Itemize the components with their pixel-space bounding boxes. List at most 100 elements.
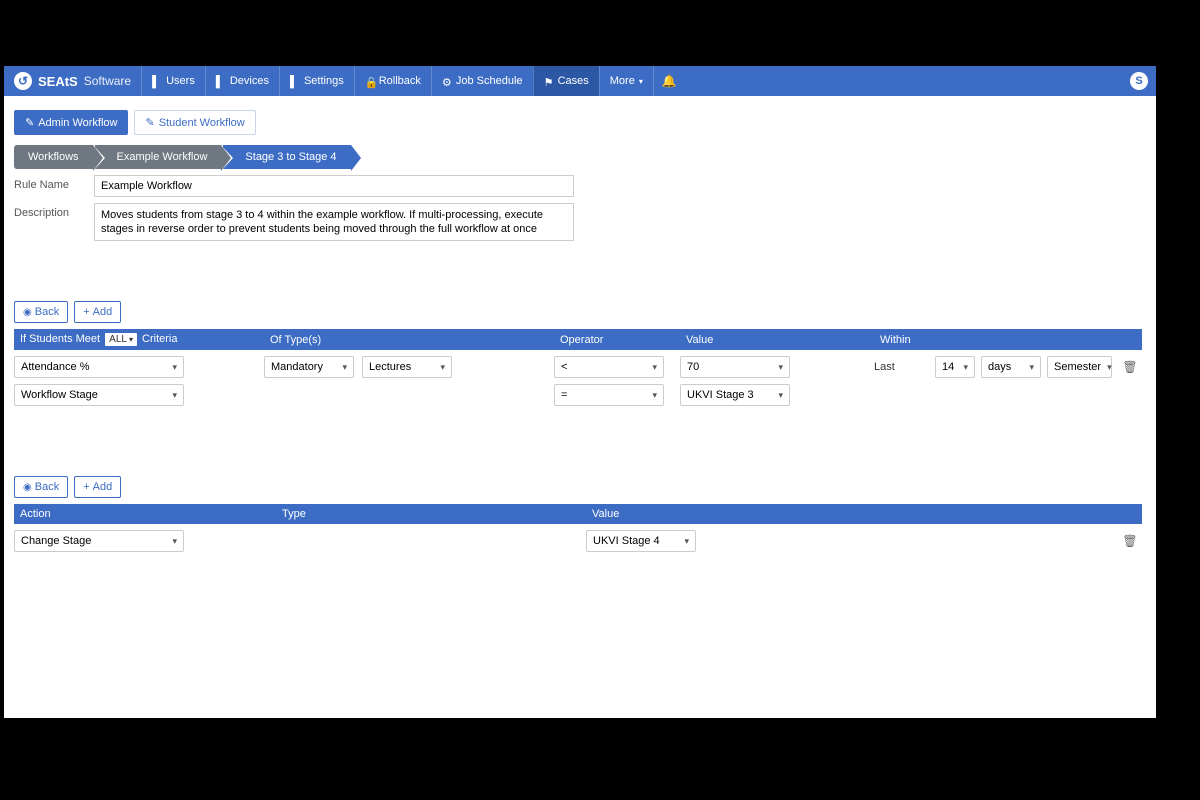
devices-icon: ▌ bbox=[216, 76, 226, 86]
breadcrumb-stage-3-4[interactable]: Stage 3 to Stage 4 bbox=[223, 145, 350, 169]
caret-down-icon: ▾ bbox=[778, 390, 783, 401]
workflow-tabs: ✎Admin Workflow ✎Student Workflow bbox=[14, 110, 1142, 135]
flag-icon: ⚑ bbox=[544, 76, 554, 86]
nav-users-label: Users bbox=[166, 75, 195, 87]
op-value: = bbox=[561, 389, 567, 401]
rule-name-label: Rule Name bbox=[14, 175, 94, 191]
trash-icon: 🗑 bbox=[1122, 360, 1137, 374]
nav-job-schedule[interactable]: ⚙ Job Schedule bbox=[431, 66, 533, 96]
nav-left: ↺ SEAtS Software ▌Users ▌Devices ▌Settin… bbox=[12, 66, 685, 96]
nav-more-label: More bbox=[610, 75, 635, 87]
criteria-op-select[interactable]: <▾ bbox=[554, 356, 664, 378]
nav-right: S bbox=[1130, 72, 1148, 90]
nav-devices[interactable]: ▌Devices bbox=[205, 66, 279, 96]
brand-name-bold: SEAtS bbox=[38, 74, 78, 89]
within-scope-value: Semester bbox=[1054, 361, 1101, 373]
nav-rollback-label: Rollback bbox=[379, 75, 421, 87]
description-label: Description bbox=[14, 203, 94, 219]
back-label: Back bbox=[35, 481, 59, 493]
nav-rollback[interactable]: 🔒 Rollback bbox=[354, 66, 431, 96]
nav-job-schedule-label: Job Schedule bbox=[456, 75, 523, 87]
criteria-row: Workflow Stage▾ =▾ UKVI Stage 3▾ bbox=[14, 384, 1142, 406]
caret-down-icon: ▾ bbox=[778, 362, 783, 373]
criteria-all-label: ALL bbox=[109, 334, 127, 345]
action-select[interactable]: Change Stage▾ bbox=[14, 530, 184, 552]
within-number-select[interactable]: 14 ▾ bbox=[935, 356, 975, 378]
caret-down-icon: ▾ bbox=[440, 362, 445, 373]
back-label: Back bbox=[35, 306, 59, 318]
criteria-back-button[interactable]: ◉Back bbox=[14, 301, 68, 323]
caret-down-icon: ▾ bbox=[172, 362, 177, 373]
nav-settings-label: Settings bbox=[304, 75, 344, 87]
actions-buttons: ◉Back +Add bbox=[14, 476, 1142, 498]
criteria-type-a-select[interactable]: Mandatory▾ bbox=[264, 356, 354, 378]
caret-down-icon: ▾ bbox=[342, 362, 347, 373]
brand[interactable]: ↺ SEAtS Software bbox=[12, 66, 141, 96]
criteria-val-select[interactable]: 70 ▾ bbox=[680, 356, 790, 378]
nav-cases[interactable]: ⚑Cases bbox=[533, 66, 599, 96]
nav-notifications[interactable]: 🔔 bbox=[653, 66, 685, 96]
criteria-op-head: Operator bbox=[560, 334, 686, 346]
actions-header: Action Type Value bbox=[14, 504, 1142, 524]
lock-icon: 🔒 bbox=[365, 76, 375, 86]
page-content: ✎Admin Workflow ✎Student Workflow Workfl… bbox=[4, 96, 1156, 572]
criteria-head-cell: If Students Meet ALL▾ Criteria bbox=[20, 333, 270, 346]
caret-down-icon: ▾ bbox=[652, 390, 657, 401]
criteria-val-select[interactable]: UKVI Stage 3▾ bbox=[680, 384, 790, 406]
within-unit-select[interactable]: days▾ bbox=[981, 356, 1041, 378]
actions-head-value: Value bbox=[592, 508, 1136, 520]
actions-head-action: Action bbox=[20, 508, 282, 520]
criteria-add-button[interactable]: + Add bbox=[74, 301, 121, 323]
criteria-type-b-select[interactable]: Lectures▾ bbox=[362, 356, 452, 378]
nav-more[interactable]: More▾ bbox=[599, 66, 653, 96]
description-row: Description bbox=[14, 203, 1142, 241]
criteria-all-select[interactable]: ALL▾ bbox=[105, 333, 137, 346]
criteria-buttons: ◉Back + Add bbox=[14, 301, 1142, 323]
criteria-body: Attendance %▾ Mandatory▾ Lectures▾ <▾ 70… bbox=[14, 350, 1142, 416]
edit-icon: ✎ bbox=[145, 116, 154, 129]
add-label: Add bbox=[93, 481, 113, 493]
val-value: 70 bbox=[687, 361, 699, 373]
user-avatar[interactable]: S bbox=[1130, 72, 1148, 90]
breadcrumb-workflows[interactable]: Workflows bbox=[14, 145, 93, 169]
within-n-value: 14 bbox=[942, 361, 954, 373]
top-navbar: ↺ SEAtS Software ▌Users ▌Devices ▌Settin… bbox=[4, 66, 1156, 96]
delete-row-button[interactable]: 🗑 bbox=[1122, 360, 1137, 374]
within-scope-select[interactable]: Semester▾ bbox=[1047, 356, 1112, 378]
caret-down-icon: ▾ bbox=[172, 390, 177, 401]
gears-icon: ⚙ bbox=[442, 76, 452, 86]
tab-student-workflow[interactable]: ✎Student Workflow bbox=[134, 110, 255, 135]
criteria-field-value: Workflow Stage bbox=[21, 389, 98, 401]
criteria-op-select[interactable]: =▾ bbox=[554, 384, 664, 406]
app-window: ↺ SEAtS Software ▌Users ▌Devices ▌Settin… bbox=[4, 66, 1156, 718]
action-value-select[interactable]: UKVI Stage 4▾ bbox=[586, 530, 696, 552]
action-row: Change Stage▾ UKVI Stage 4▾ 🗑 bbox=[14, 530, 1142, 552]
nav-users[interactable]: ▌Users bbox=[141, 66, 205, 96]
criteria-header: If Students Meet ALL▾ Criteria Of Type(s… bbox=[14, 329, 1142, 350]
plus-icon: + bbox=[83, 306, 89, 318]
criteria-field-select[interactable]: Workflow Stage ▾ bbox=[14, 384, 184, 406]
description-input[interactable] bbox=[94, 203, 574, 241]
tab-admin-workflow[interactable]: ✎Admin Workflow bbox=[14, 110, 128, 135]
tab-admin-label: Admin Workflow bbox=[38, 117, 117, 129]
delete-action-button[interactable]: 🗑 bbox=[1122, 534, 1137, 548]
breadcrumb: Workflows Example Workflow Stage 3 to St… bbox=[14, 145, 1142, 169]
criteria-head-suffix: Criteria bbox=[142, 333, 177, 345]
criteria-val-head: Value bbox=[686, 334, 880, 346]
actions-add-button[interactable]: +Add bbox=[74, 476, 121, 498]
criteria-within-head: Within bbox=[880, 334, 1136, 346]
add-label: Add bbox=[93, 306, 113, 318]
rule-name-input[interactable] bbox=[94, 175, 574, 197]
criteria-field-select[interactable]: Attendance %▾ bbox=[14, 356, 184, 378]
nav-settings[interactable]: ▌Settings bbox=[279, 66, 354, 96]
caret-down-icon: ▾ bbox=[963, 362, 968, 373]
rule-name-row: Rule Name bbox=[14, 175, 1142, 197]
op-value: < bbox=[561, 361, 567, 373]
within-unit-value: days bbox=[988, 361, 1011, 373]
actions-head-type: Type bbox=[282, 508, 592, 520]
actions-body: Change Stage▾ UKVI Stage 4▾ 🗑 bbox=[14, 524, 1142, 562]
breadcrumb-example-workflow[interactable]: Example Workflow bbox=[95, 145, 222, 169]
actions-back-button[interactable]: ◉Back bbox=[14, 476, 68, 498]
brand-name-light: Software bbox=[84, 74, 131, 88]
caret-down-icon: ▾ bbox=[129, 335, 133, 344]
